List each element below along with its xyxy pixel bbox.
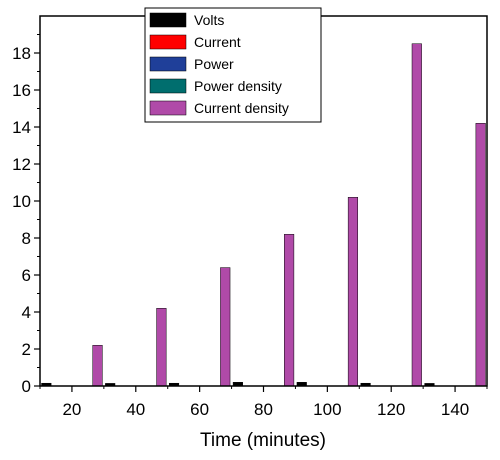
- bar-current-density-20: [92, 345, 103, 387]
- legend-label: Power density: [194, 78, 282, 94]
- bar-current-density-40: [156, 308, 167, 387]
- legend-swatch: [149, 34, 187, 50]
- y-tick-label: 14: [12, 118, 31, 137]
- y-tick-label: 10: [12, 192, 31, 211]
- legend-swatch: [149, 78, 187, 94]
- x-tick-label: 120: [377, 400, 405, 419]
- bar-current-density-100: [347, 197, 359, 387]
- bar-current-density-140: [475, 123, 486, 387]
- legend-label: Volts: [194, 12, 224, 28]
- y-tick-label: 6: [22, 266, 31, 285]
- y-tick-label: 12: [12, 155, 31, 174]
- legend-swatch: [149, 56, 187, 72]
- y-tick-label: 4: [22, 303, 31, 322]
- y-tick-label: 8: [22, 229, 31, 248]
- x-tick-label: 100: [313, 400, 341, 419]
- legend: Volts Current Power Power density Current de…: [144, 7, 322, 123]
- x-axis-title: Time (minutes): [200, 430, 326, 451]
- legend-swatch: [149, 100, 187, 116]
- y-tick-label: 2: [22, 340, 31, 359]
- axes-layer: 20 40 60 80 100 120 140 0 2 4 6 8 10 12 14 16 18: [12, 34, 488, 419]
- bar-current-density-80: [284, 234, 295, 387]
- x-tick-label: 140: [441, 400, 469, 419]
- y-tick-label: 16: [12, 81, 31, 100]
- y-tick-label: 18: [12, 44, 31, 63]
- legend-label: Current: [194, 34, 241, 50]
- legend-label: Power: [194, 56, 234, 72]
- x-tick-label: 40: [126, 400, 145, 419]
- bar-current-density-120: [411, 43, 422, 387]
- x-tick-label: 20: [62, 400, 81, 419]
- legend-swatch: [149, 12, 187, 28]
- bar-current-density-60: [220, 267, 231, 387]
- x-tick-label: 60: [190, 400, 209, 419]
- x-tick-label: 80: [254, 400, 273, 419]
- bars-layer: [41, 43, 486, 387]
- legend-label: Current density: [194, 100, 289, 116]
- y-tick-label: 0: [22, 377, 31, 396]
